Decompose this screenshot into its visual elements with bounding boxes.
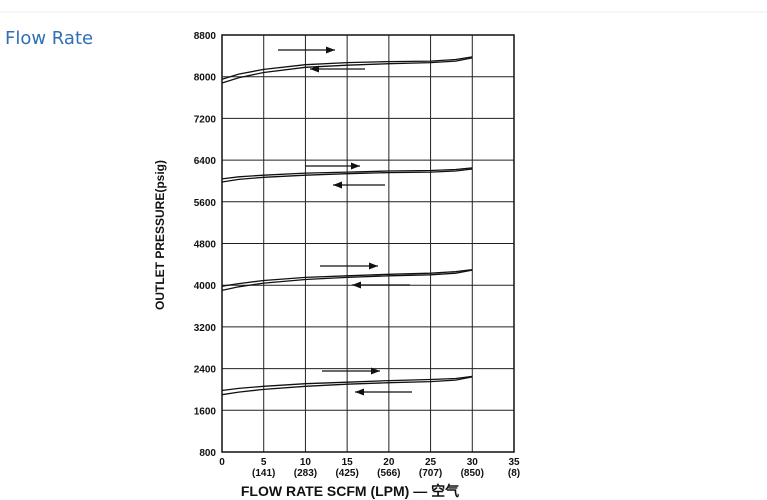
arrow-head <box>352 281 361 289</box>
data-line <box>221 168 473 183</box>
data-line <box>221 56 473 80</box>
y-tick-label: 1600 <box>194 406 217 417</box>
x-tick-label: 15 <box>342 457 354 468</box>
data-line <box>221 167 473 180</box>
arrow-head <box>369 262 378 270</box>
y-tick-label: 5600 <box>194 198 217 209</box>
x-tick-sublabel: (850) <box>461 468 484 479</box>
y-tick-label: 4000 <box>194 281 217 292</box>
y-tick-label: 4800 <box>194 240 217 251</box>
data-line <box>221 269 473 292</box>
arrow-head <box>310 65 319 73</box>
plot-frame <box>221 34 515 453</box>
data-line <box>221 57 473 84</box>
x-tick-sublabel: (707) <box>419 468 442 479</box>
x-axis-title: FLOW RATE SCFM (LPM) — 空气 <box>241 483 459 499</box>
y-tick-label: 8800 <box>194 31 217 42</box>
y-axis-title: OUTLET PRESSURE(psig) <box>153 160 167 310</box>
x-tick-label: 20 <box>383 457 395 468</box>
x-tick-label: 35 <box>508 457 520 468</box>
y-tick-label: 3200 <box>194 323 217 334</box>
y-tick-label: 7200 <box>194 114 217 125</box>
arrow-head <box>326 46 335 54</box>
arrow-head <box>355 388 364 396</box>
arrow-head <box>371 367 380 375</box>
y-tick-label: 2400 <box>194 365 217 376</box>
x-tick-label: 5 <box>261 457 267 468</box>
x-tick-sublabel: (8) <box>508 468 520 479</box>
chart: 800 1600 2400 3200 4000 4800 5600 6400 7200 8000 8… <box>153 31 520 499</box>
data-line <box>221 375 473 392</box>
x-tick-label: 0 <box>219 457 225 468</box>
data-line <box>221 268 473 287</box>
data-line <box>221 376 473 396</box>
arrow-head <box>351 162 360 170</box>
y-tick-label: 800 <box>199 448 216 459</box>
x-tick-label: 25 <box>425 457 437 468</box>
y-tick-label: 8000 <box>194 73 217 84</box>
x-tick-sublabel: (566) <box>377 468 400 479</box>
x-tick-sublabel: (425) <box>335 468 358 479</box>
y-tick-label: 6400 <box>194 156 217 167</box>
x-tick-sublabel: (141) <box>252 468 275 479</box>
heading: Flow Rate <box>5 28 93 49</box>
arrow-head <box>333 181 342 189</box>
x-tick-sublabel: (283) <box>294 468 317 479</box>
x-tick-label: 30 <box>467 457 479 468</box>
x-tick-label: 10 <box>300 457 312 468</box>
